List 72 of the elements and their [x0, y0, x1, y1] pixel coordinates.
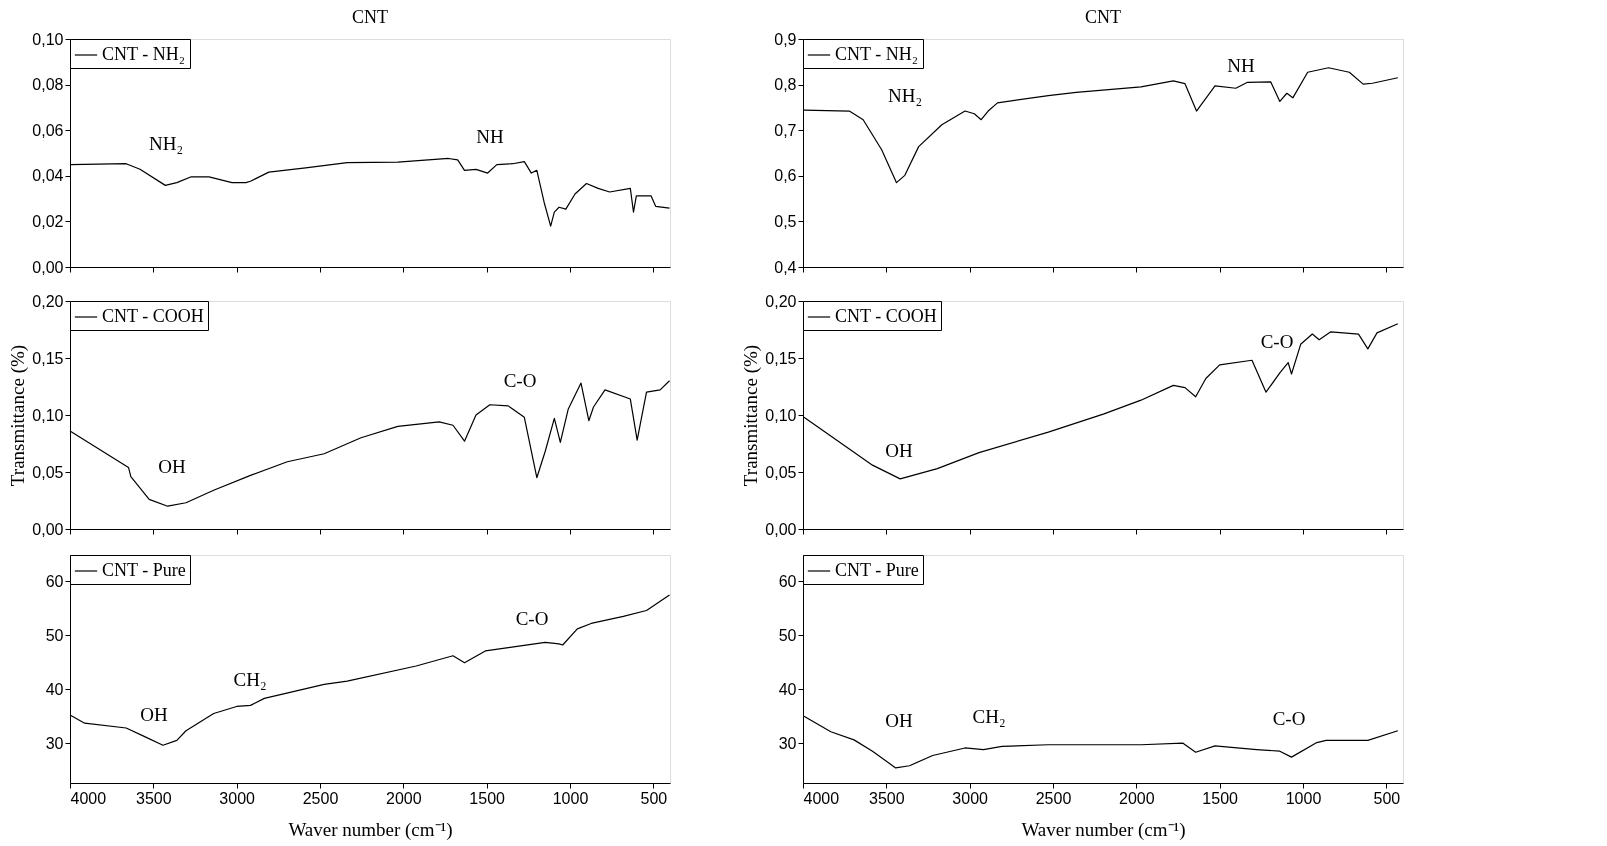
- y-tick-label: 0,20: [765, 292, 797, 310]
- x-tick-label: 3000: [219, 789, 256, 807]
- x-axis-title: Waver number (cm⁻¹): [1021, 818, 1186, 841]
- annotation: C-O: [1260, 331, 1294, 353]
- legend-label: CNT - Pure: [835, 560, 919, 580]
- x-tick-label: 1000: [1285, 789, 1322, 807]
- y-tick-label: 0,10: [32, 30, 64, 48]
- annotation: OH: [140, 703, 168, 725]
- y-tick-label: 60: [45, 572, 64, 590]
- annotation: NH₂: [887, 85, 923, 106]
- legend-label: CNT - COOH: [102, 306, 204, 326]
- y-tick-label: 0,05: [32, 463, 64, 481]
- y-tick-label: 0,06: [32, 121, 64, 139]
- x-axis-title: Waver number (cm⁻¹): [288, 818, 453, 841]
- x-tick-label: 3500: [136, 789, 172, 807]
- y-tick-label: 40: [45, 680, 64, 698]
- x-tick-label: 3000: [952, 789, 989, 807]
- x-tick-label: 1500: [1202, 789, 1239, 807]
- y-tick-label: 0,02: [32, 212, 64, 230]
- annotation: NH: [476, 126, 504, 148]
- y-tick-label: 0,10: [765, 406, 797, 424]
- y-tick-label: 0,05: [765, 463, 797, 481]
- y-tick-label: 0,6: [774, 167, 797, 185]
- y-tick-label: 0,9: [774, 30, 797, 48]
- x-tick-label: 500: [640, 789, 668, 807]
- chart-title: CNT: [352, 7, 388, 27]
- y-tick-label: 0,4: [774, 258, 797, 276]
- y-tick-label: 50: [778, 626, 797, 644]
- y-tick-label: 0,20: [32, 292, 64, 310]
- x-tick-label: 1000: [552, 789, 589, 807]
- y-axis-title: Transmittance (%): [7, 344, 30, 487]
- annotation: CH₂: [972, 705, 1006, 727]
- annotation: C-O: [503, 369, 537, 391]
- y-tick-label: 0,7: [774, 121, 797, 139]
- y-tick-label: 30: [778, 734, 797, 752]
- annotation: OH: [158, 456, 186, 478]
- annotation: CH₂: [233, 669, 267, 691]
- x-tick-label: 2500: [1035, 789, 1072, 807]
- y-axis-title: Transmittance (%): [740, 344, 763, 487]
- x-tick-label: 3500: [869, 789, 905, 807]
- x-tick-label: 4000: [70, 789, 107, 807]
- y-tick-label: 60: [778, 572, 797, 590]
- y-tick-label: 0,04: [32, 167, 64, 185]
- legend-label: CNT - NH₂: [102, 44, 185, 64]
- y-tick-label: 0,08: [32, 76, 64, 94]
- y-tick-label: 30: [45, 734, 64, 752]
- x-tick-label: 4000: [803, 789, 840, 807]
- x-tick-label: 2500: [302, 789, 339, 807]
- annotation: OH: [885, 710, 913, 732]
- legend-label: CNT - COOH: [835, 306, 937, 326]
- x-tick-label: 1500: [469, 789, 506, 807]
- y-tick-label: 0,00: [32, 258, 64, 276]
- y-tick-label: 0,15: [32, 349, 64, 367]
- legend-label: CNT - NH₂: [835, 44, 918, 64]
- annotation: C-O: [1272, 708, 1306, 730]
- y-tick-label: 0,5: [774, 212, 797, 230]
- y-tick-label: 0,10: [32, 406, 64, 424]
- y-tick-label: 40: [778, 680, 797, 698]
- x-tick-label: 500: [1373, 789, 1401, 807]
- annotation: NH₂: [148, 132, 184, 154]
- legend-label: CNT - Pure: [102, 560, 186, 580]
- x-tick-label: 2000: [1119, 789, 1155, 807]
- y-tick-label: 50: [45, 626, 64, 644]
- x-tick-label: 2000: [386, 789, 422, 807]
- y-tick-label: 0,00: [765, 520, 797, 538]
- annotation: NH: [1227, 55, 1255, 77]
- y-tick-label: 0,00: [32, 520, 64, 538]
- annotation: C-O: [515, 607, 549, 629]
- chart-title: CNT: [1085, 7, 1121, 27]
- annotation: OH: [885, 440, 913, 462]
- y-tick-label: 0,15: [765, 349, 797, 367]
- y-tick-label: 0,8: [774, 76, 797, 94]
